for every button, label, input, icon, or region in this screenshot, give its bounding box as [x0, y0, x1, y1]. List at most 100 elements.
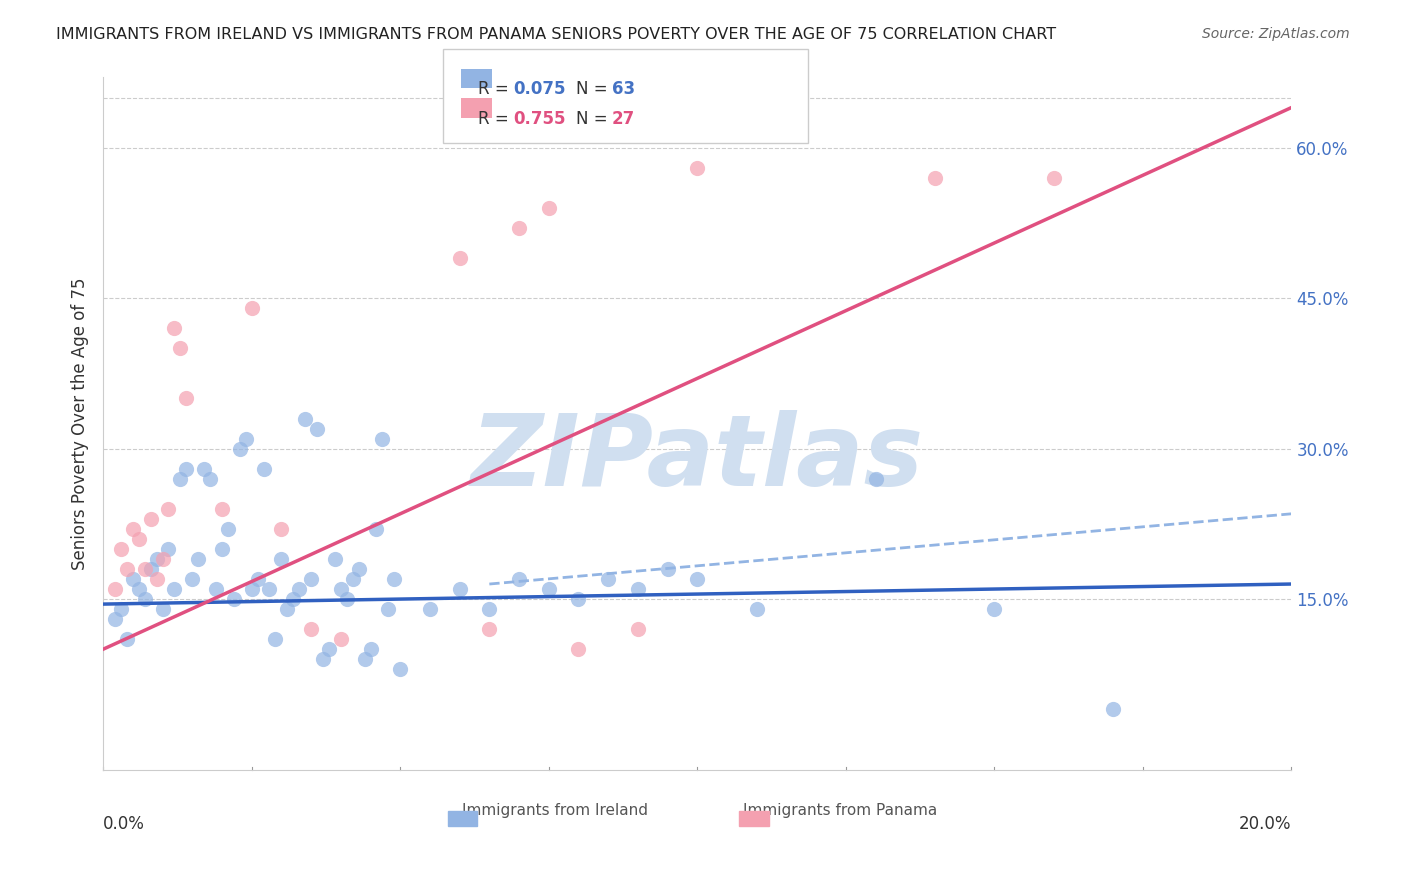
Point — [110, 541, 132, 556]
Point — [121, 522, 143, 536]
Point — [288, 582, 311, 596]
Point — [360, 642, 382, 657]
Point — [478, 622, 501, 636]
Point — [240, 582, 263, 596]
Point — [377, 602, 399, 616]
Point — [686, 572, 709, 586]
Point — [176, 461, 198, 475]
Point — [329, 582, 352, 596]
Point — [537, 582, 560, 596]
Point — [449, 582, 471, 596]
Point — [389, 662, 412, 676]
Point — [235, 432, 257, 446]
Point — [294, 411, 316, 425]
Point — [347, 562, 370, 576]
Text: 0.755: 0.755 — [513, 110, 565, 128]
Point — [222, 592, 245, 607]
Point — [264, 632, 287, 647]
Point — [246, 572, 269, 586]
Point — [283, 592, 305, 607]
Point — [104, 582, 127, 596]
Point — [176, 392, 198, 406]
Text: 63: 63 — [612, 80, 634, 98]
Point — [366, 522, 388, 536]
Point — [270, 552, 292, 566]
Point — [657, 562, 679, 576]
Point — [134, 562, 156, 576]
Point — [305, 421, 328, 435]
Point — [205, 582, 228, 596]
Point — [371, 432, 394, 446]
Point — [627, 582, 650, 596]
Text: 0.075: 0.075 — [513, 80, 565, 98]
Point — [157, 501, 180, 516]
Text: IMMIGRANTS FROM IRELAND VS IMMIGRANTS FROM PANAMA SENIORS POVERTY OVER THE AGE O: IMMIGRANTS FROM IRELAND VS IMMIGRANTS FR… — [56, 27, 1056, 42]
Point — [157, 541, 180, 556]
Point — [382, 572, 405, 586]
Point — [627, 622, 650, 636]
Point — [128, 582, 150, 596]
Point — [745, 602, 768, 616]
Text: N =: N = — [576, 80, 613, 98]
Text: ZIPatlas: ZIPatlas — [471, 409, 924, 507]
Point — [115, 562, 138, 576]
Point — [163, 582, 186, 596]
Point — [508, 221, 530, 235]
Point — [686, 161, 709, 175]
Point — [121, 572, 143, 586]
Point — [169, 472, 191, 486]
Point — [318, 642, 340, 657]
Point — [134, 592, 156, 607]
Point — [240, 301, 263, 315]
Point — [353, 652, 375, 666]
Point — [217, 522, 239, 536]
Point — [211, 501, 233, 516]
Text: 27: 27 — [612, 110, 636, 128]
Text: N =: N = — [576, 110, 613, 128]
Point — [187, 552, 209, 566]
Text: R =: R = — [478, 110, 515, 128]
Point — [299, 622, 322, 636]
Bar — [740, 811, 769, 826]
Point — [211, 541, 233, 556]
Point — [110, 602, 132, 616]
Point — [312, 652, 335, 666]
Point — [163, 321, 186, 335]
Point — [598, 572, 620, 586]
Point — [152, 552, 174, 566]
Point — [336, 592, 359, 607]
Point — [329, 632, 352, 647]
Point — [276, 602, 298, 616]
Point — [128, 532, 150, 546]
Point — [419, 602, 441, 616]
Point — [449, 251, 471, 265]
Point — [270, 522, 292, 536]
Point — [1102, 702, 1125, 716]
Point — [252, 461, 274, 475]
Point — [983, 602, 1005, 616]
Point — [537, 201, 560, 215]
Point — [259, 582, 281, 596]
Point — [229, 442, 252, 456]
Point — [139, 512, 162, 526]
Point — [139, 562, 162, 576]
Point — [865, 472, 887, 486]
Point — [181, 572, 204, 586]
Text: 20.0%: 20.0% — [1239, 814, 1292, 833]
Point — [1042, 170, 1064, 185]
Point — [567, 642, 589, 657]
Text: R =: R = — [478, 80, 515, 98]
Point — [567, 592, 589, 607]
Text: 0.0%: 0.0% — [103, 814, 145, 833]
Point — [299, 572, 322, 586]
Point — [145, 572, 167, 586]
Point — [169, 341, 191, 355]
Point — [924, 170, 946, 185]
Point — [198, 472, 221, 486]
Bar — [447, 811, 478, 826]
Point — [478, 602, 501, 616]
Point — [508, 572, 530, 586]
Point — [145, 552, 167, 566]
Point — [104, 612, 127, 626]
Text: Immigrants from Ireland: Immigrants from Ireland — [461, 803, 648, 818]
